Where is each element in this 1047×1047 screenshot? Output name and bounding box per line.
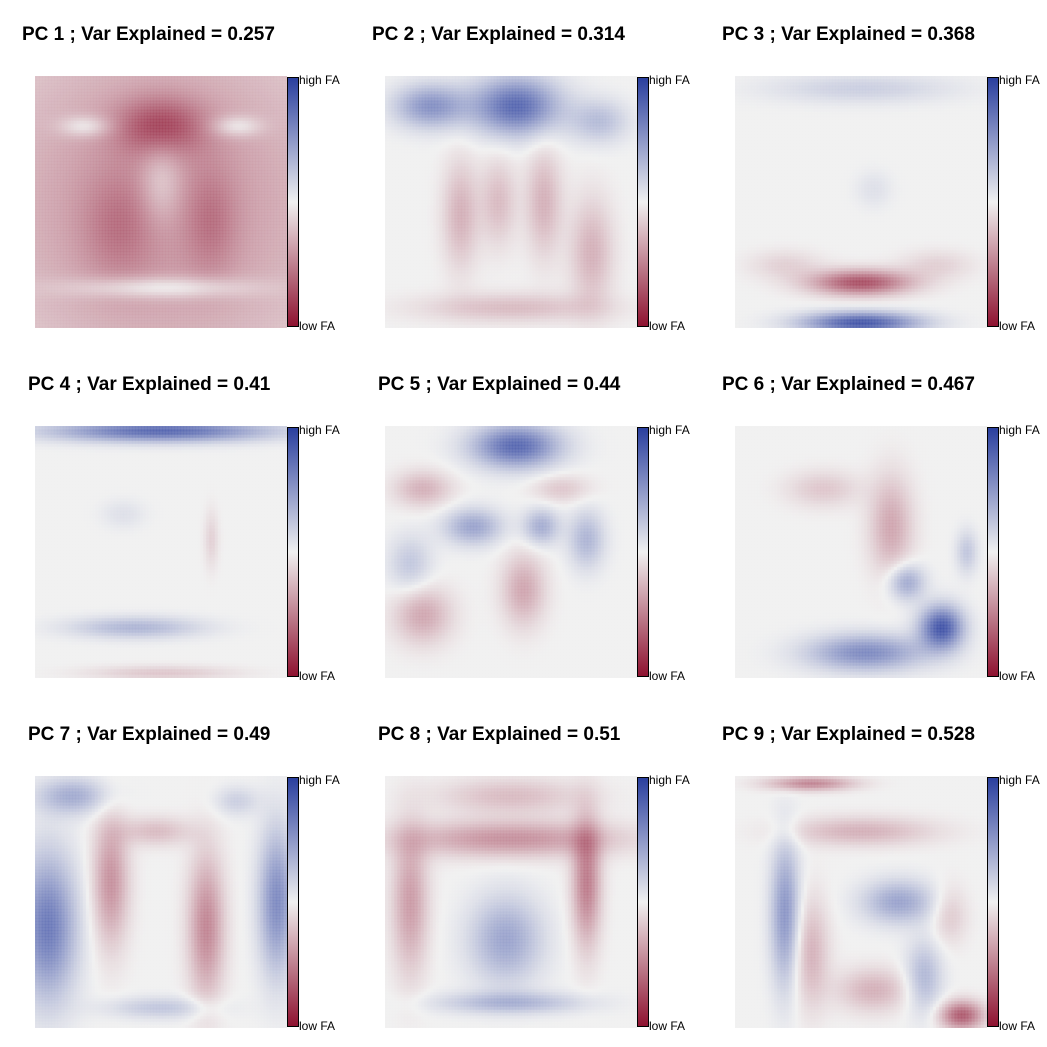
colorbar-high-label: high FA: [299, 423, 340, 437]
colorbar-5: [637, 427, 649, 677]
colorbar-low-label: low FA: [299, 1019, 336, 1033]
colorbar-low-label: low FA: [299, 669, 336, 683]
panel-title: PC 7 ; Var Explained = 0.49: [28, 724, 271, 745]
colorbar-low-label: low FA: [299, 319, 336, 333]
panel-title: PC 3 ; Var Explained = 0.368: [722, 24, 975, 45]
colorbar-high-label: high FA: [999, 73, 1040, 87]
colorbar-high-label: high FA: [999, 773, 1040, 787]
heatmap-8: [385, 776, 637, 1028]
colorbar-high-label: high FA: [649, 73, 690, 87]
colorbar-7: [287, 777, 299, 1027]
colorbar-4: [287, 427, 299, 677]
colorbar-3: [987, 77, 999, 327]
colorbar-high-label: high FA: [649, 773, 690, 787]
heatmap-2: [385, 76, 637, 328]
panel-title: PC 8 ; Var Explained = 0.51: [378, 724, 621, 745]
colorbar-low-label: low FA: [649, 669, 686, 683]
heatmap-1: [35, 76, 287, 328]
panel-title: PC 1 ; Var Explained = 0.257: [22, 24, 275, 45]
colorbar-9: [987, 777, 999, 1027]
heatmap-7: [35, 776, 287, 1028]
colorbar-low-label: low FA: [999, 669, 1036, 683]
colorbar-1: [287, 77, 299, 327]
colorbar-low-label: low FA: [649, 1019, 686, 1033]
heatmap-5: [385, 426, 637, 678]
colorbar-high-label: high FA: [999, 423, 1040, 437]
colorbar-2: [637, 77, 649, 327]
colorbar-high-label: high FA: [299, 73, 340, 87]
colorbar-low-label: low FA: [999, 319, 1036, 333]
panel-title: PC 6 ; Var Explained = 0.467: [722, 374, 975, 395]
colorbar-8: [637, 777, 649, 1027]
colorbar-high-label: high FA: [299, 773, 340, 787]
panel-title: PC 2 ; Var Explained = 0.314: [372, 24, 625, 45]
colorbar-low-label: low FA: [999, 1019, 1036, 1033]
panel-title: PC 5 ; Var Explained = 0.44: [378, 374, 621, 395]
colorbar-low-label: low FA: [649, 319, 686, 333]
panel-title: PC 9 ; Var Explained = 0.528: [722, 724, 975, 745]
colorbar-6: [987, 427, 999, 677]
heatmap-6: [735, 426, 987, 678]
heatmap-3: [735, 76, 987, 328]
heatmap-4: [35, 426, 287, 678]
colorbar-high-label: high FA: [649, 423, 690, 437]
heatmap-9: [735, 776, 987, 1028]
panel-title: PC 4 ; Var Explained = 0.41: [28, 374, 271, 395]
